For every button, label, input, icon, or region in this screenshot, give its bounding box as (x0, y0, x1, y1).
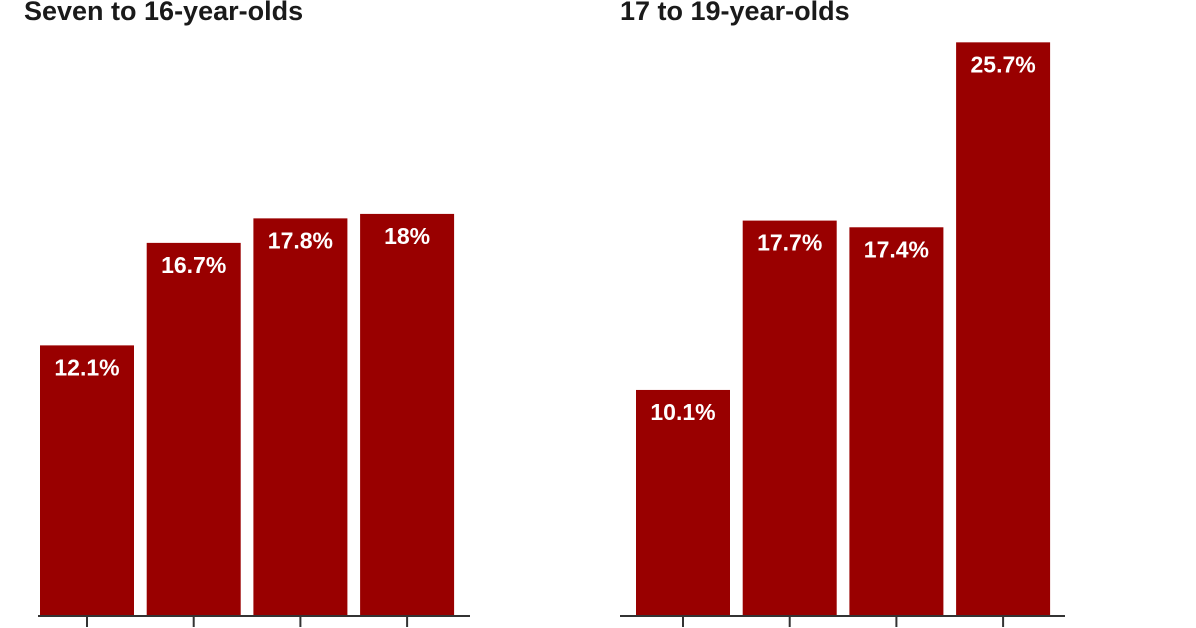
value-label: 25.7% (970, 51, 1035, 77)
bar (636, 389, 730, 615)
value-label: 17.8% (268, 227, 333, 253)
bar (849, 227, 944, 616)
panel-title: Seven to 16-year-olds (24, 0, 303, 26)
bar (253, 218, 348, 615)
bar (956, 42, 1051, 615)
value-label: 10.1% (650, 399, 715, 425)
value-label: 18% (384, 223, 430, 249)
value-label: 16.7% (161, 252, 226, 278)
panel-title: 17 to 19-year-olds (620, 0, 850, 26)
bar (360, 213, 455, 616)
bar (40, 345, 134, 615)
value-label: 17.7% (757, 230, 822, 256)
value-label: 12.1% (54, 354, 119, 380)
bar (146, 242, 241, 615)
bar (742, 220, 837, 615)
value-label: 17.4% (864, 236, 929, 262)
